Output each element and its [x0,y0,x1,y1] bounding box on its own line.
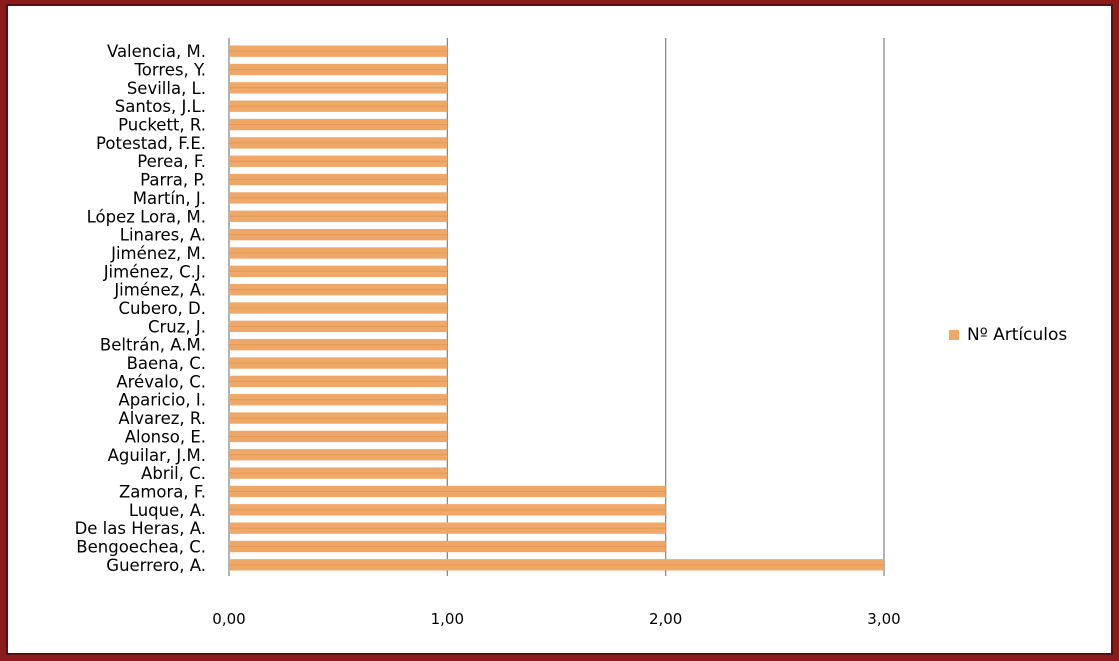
category-label: López Lora, M. [87,207,206,226]
category-label: Cubero, D. [118,299,206,318]
category-label: Linares, A. [120,226,206,245]
x-tick-label: 3,00 [867,610,900,628]
category-label: Bengoechea, C. [76,537,206,556]
category-label: Jiménez, M. [110,244,206,263]
category-label: Jiménez, C.J. [103,262,206,281]
x-tick-label: 0,00 [212,610,245,628]
category-label: Abril, C. [141,464,206,483]
category-label: Puckett, R. [118,116,206,135]
category-label: Jiménez, A. [113,281,206,300]
category-label: Perea, F. [137,152,206,171]
category-label: Martín, J. [133,189,206,208]
category-label: Guerrero, A. [106,556,206,575]
legend-label: Nº Artículos [967,325,1068,345]
category-label: Arévalo, C. [116,372,206,391]
category-label: Valencia, M. [107,42,206,61]
category-label: De las Heras, A. [75,519,206,538]
category-label: Santos, J.L. [115,97,206,116]
category-label: Zamora, F. [119,482,206,501]
x-tick-label: 2,00 [649,610,682,628]
category-label: Alvarez, R. [118,409,206,428]
legend: Nº Artículos [949,325,1067,345]
category-label: Torres, Y. [133,61,206,80]
category-label: Cruz, J. [148,317,206,336]
category-label: Aguilar, J.M. [108,446,206,465]
category-label: Aparicio, I. [118,391,206,410]
bar-chart: Valencia, M.Torres, Y.Sevilla, L.Santos,… [75,38,901,628]
category-label: Beltrán, A.M. [100,336,206,355]
legend-swatch [949,330,959,340]
chart-frame: Valencia, M. Torres, Y. Sevilla, L. Santos,… [6,4,1113,655]
category-label: Parra, P. [140,171,206,190]
category-label: Baena, C. [127,354,206,373]
category-label: Luque, A. [129,501,206,520]
category-label: Alonso, E. [125,427,206,446]
x-tick-label: 1,00 [431,610,464,628]
category-label: Potestad, F.E. [96,134,206,153]
category-label: Sevilla, L. [127,79,206,98]
